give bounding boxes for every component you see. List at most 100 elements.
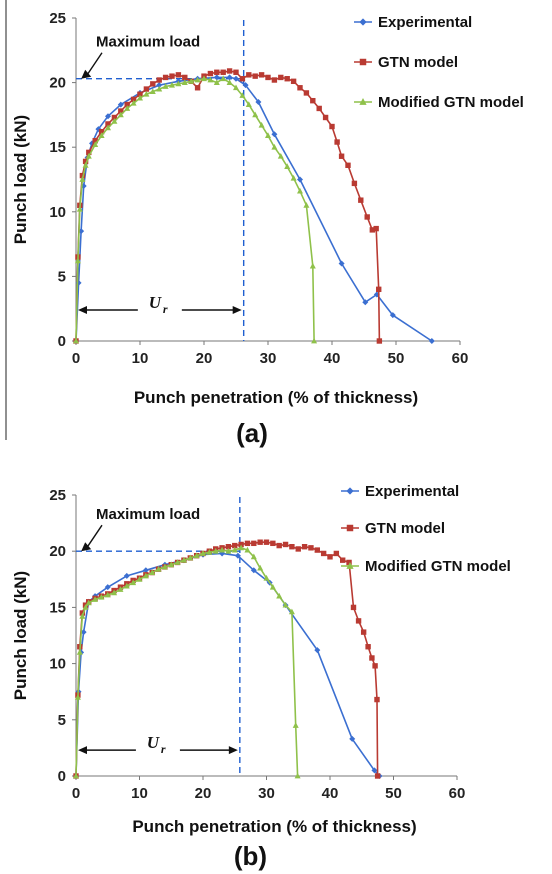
data-point <box>329 123 335 130</box>
x-tick-label: 10 <box>132 350 149 367</box>
ur-arrowhead-right <box>228 746 238 755</box>
data-point <box>360 629 367 635</box>
data-point <box>314 647 321 654</box>
data-point <box>162 83 169 89</box>
data-point <box>207 70 214 77</box>
x-tick-label: 50 <box>388 350 405 367</box>
legend-entry: Experimental <box>354 14 472 31</box>
data-point <box>85 152 92 159</box>
y-tick-label: 15 <box>49 139 66 156</box>
x-tick-label: 50 <box>385 785 402 802</box>
data-point <box>73 772 79 779</box>
data-point <box>74 257 81 264</box>
data-point <box>117 586 124 592</box>
data-point <box>130 96 137 103</box>
data-point <box>226 68 233 74</box>
data-point <box>358 197 364 203</box>
data-point <box>181 79 188 85</box>
data-point <box>92 141 99 148</box>
data-point <box>258 121 265 128</box>
x-axis-label: Punch penetration (% of thickness) <box>134 388 418 407</box>
data-point <box>104 591 111 598</box>
chart-panel-b: 0 10 20 30 40 50 60 0 5 10 15 20 25 Punch penetration… <box>11 483 511 871</box>
data-point <box>232 542 238 549</box>
data-point <box>276 592 283 599</box>
data-point <box>276 542 282 549</box>
series-line <box>75 541 379 777</box>
y-tick-label: 0 <box>58 768 66 785</box>
data-point <box>374 696 380 703</box>
data-point <box>246 72 252 78</box>
data-point <box>327 554 333 560</box>
data-point <box>156 85 163 92</box>
data-point <box>255 98 262 105</box>
legend-entry: Modified GTN model <box>354 94 524 111</box>
data-point <box>175 72 182 78</box>
data-point <box>333 550 340 557</box>
legend-label: Modified GTN model <box>365 558 511 575</box>
legend-label: GTN model <box>378 54 458 71</box>
max-load-arrow <box>86 52 103 76</box>
data-point <box>265 74 271 81</box>
x-tick-label: 30 <box>260 350 277 367</box>
max-load-annotation: Maximum load <box>96 506 200 523</box>
x-tick-label: 40 <box>324 350 341 367</box>
data-point <box>338 260 345 267</box>
data-point <box>282 541 289 548</box>
data-point <box>316 105 322 112</box>
data-point <box>82 161 89 168</box>
data-point <box>79 613 86 619</box>
data-point <box>220 69 226 75</box>
ur-label: U <box>149 293 162 312</box>
data-point <box>244 540 251 547</box>
x-tick-label: 60 <box>452 350 469 367</box>
data-point <box>175 80 182 87</box>
data-point <box>369 227 376 233</box>
data-point <box>369 655 375 661</box>
y-axis-label: Punch load (kN) <box>11 571 30 700</box>
data-point <box>194 76 201 83</box>
data-point <box>308 545 314 551</box>
data-point <box>98 593 105 600</box>
data-point <box>161 563 168 570</box>
data-point <box>351 180 358 187</box>
ur-arrowhead-right <box>232 305 242 314</box>
data-point <box>257 539 263 545</box>
x-tick-label: 20 <box>196 350 213 367</box>
data-point <box>82 158 89 165</box>
data-point <box>233 75 239 82</box>
data-point <box>142 572 149 579</box>
data-point <box>263 539 270 545</box>
data-point <box>250 567 257 574</box>
data-point <box>105 113 111 120</box>
x-tick-label: 60 <box>449 785 466 802</box>
data-point <box>79 610 86 616</box>
legend-label: Experimental <box>365 483 459 500</box>
data-point <box>111 118 118 124</box>
x-tick-label: 40 <box>322 785 339 802</box>
data-point <box>136 576 143 582</box>
series-triangle <box>73 544 301 779</box>
data-point <box>213 74 220 81</box>
ur-arrowhead-left <box>78 305 87 314</box>
data-point <box>278 74 284 81</box>
data-point <box>143 86 150 92</box>
data-point <box>346 559 352 566</box>
data-point <box>301 544 308 550</box>
data-point <box>188 78 195 84</box>
data-point <box>73 337 79 344</box>
data-point <box>92 138 98 144</box>
legend-label: GTN model <box>365 520 445 537</box>
data-point <box>303 202 310 208</box>
legend-marker <box>346 562 354 569</box>
data-point <box>193 552 200 559</box>
series-square <box>73 539 381 779</box>
data-point <box>82 604 89 610</box>
data-point <box>74 694 81 700</box>
data-point <box>156 82 163 89</box>
data-point <box>252 73 258 79</box>
data-point <box>376 286 382 293</box>
chart-panel-a: 0 10 20 30 40 50 60 0 5 10 15 20 25 Punch penetration… <box>11 10 524 448</box>
data-point <box>117 101 124 108</box>
y-tick-label: 0 <box>58 333 66 350</box>
